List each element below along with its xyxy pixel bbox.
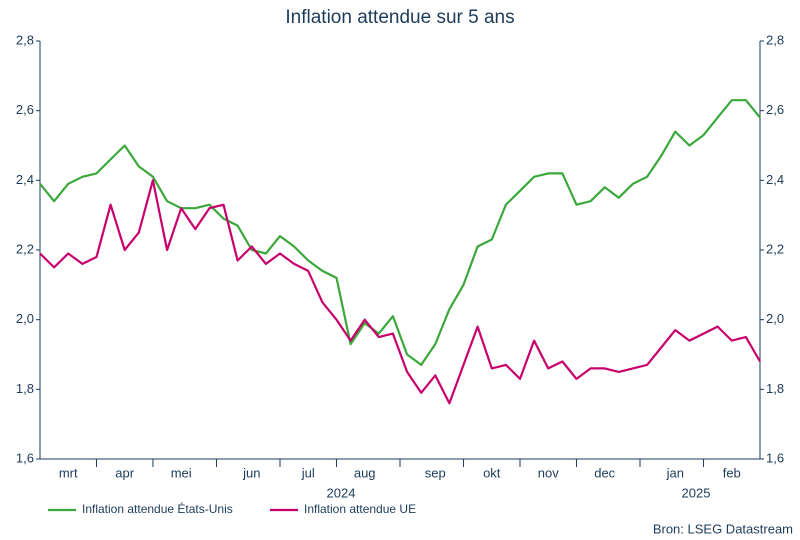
y2-tick-label: 2,4 (766, 172, 784, 187)
x-tick-label: aug (354, 465, 376, 480)
y-tick-label: 1,6 (16, 450, 34, 465)
x-tick-label: jan (666, 465, 684, 480)
x-tick-label: feb (723, 465, 741, 480)
chart-title: Inflation attendue sur 5 ans (285, 7, 514, 28)
x-tick-label: apr (115, 465, 134, 480)
y2-tick-label: 2,8 (766, 32, 784, 47)
source: Bron: LSEG Datastream (653, 521, 793, 536)
legend-label: Inflation attendue États-Unis (82, 501, 233, 516)
x-tick-label: dec (594, 465, 615, 480)
legend-label: Inflation attendue UE (304, 502, 416, 516)
y2-tick-label: 2,0 (766, 311, 784, 326)
year-label: 2025 (682, 485, 711, 500)
y-tick-label: 2,2 (16, 241, 34, 256)
y2-tick-label: 1,6 (766, 450, 784, 465)
y-tick-label: 2,4 (16, 172, 34, 187)
x-tick-label: mei (171, 465, 192, 480)
y2-tick-label: 1,8 (766, 381, 784, 396)
series-line (39, 99, 761, 366)
series-line (39, 179, 761, 405)
y-tick-label: 1,8 (16, 381, 34, 396)
x-tick-label: okt (483, 465, 501, 480)
y2-tick-label: 2,6 (766, 102, 784, 117)
y2-tick-label: 2,2 (766, 241, 784, 256)
x-tick-label: nov (538, 465, 559, 480)
x-tick-label: mrt (59, 465, 78, 480)
year-label: 2024 (327, 485, 356, 500)
x-tick-label: jun (242, 465, 260, 480)
y-tick-label: 2,8 (16, 32, 34, 47)
x-tick-label: sep (425, 465, 446, 480)
x-tick-label: jul (301, 465, 315, 480)
y-tick-label: 2,0 (16, 311, 34, 326)
y-tick-label: 2,6 (16, 102, 34, 117)
